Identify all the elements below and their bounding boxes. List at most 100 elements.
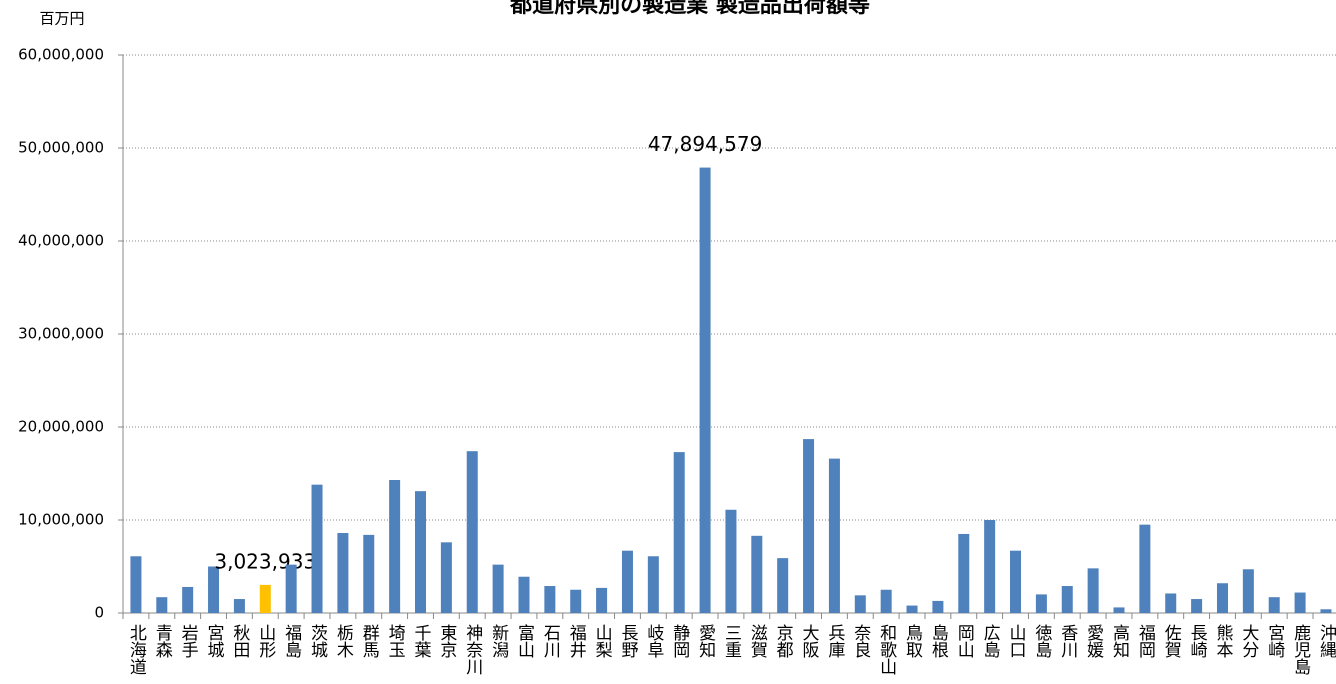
bar	[1165, 593, 1177, 613]
bar	[1268, 597, 1280, 613]
bar	[1191, 599, 1203, 613]
bar	[906, 605, 918, 613]
x-tick-label: 神奈川	[462, 624, 483, 675]
bar	[182, 586, 194, 613]
x-tick-label: 石川	[540, 624, 561, 658]
y-tick-label: 0	[94, 604, 104, 622]
y-axis-unit: 百万円	[39, 10, 84, 28]
x-tick-label: 香川	[1057, 624, 1078, 658]
value-label: 47,894,579	[648, 132, 763, 156]
x-tick-label: 福島	[281, 624, 302, 659]
y-tick-label: 20,000,000	[18, 418, 104, 436]
x-tick-label: 山形	[255, 624, 276, 658]
bar	[777, 558, 789, 613]
bar	[1087, 568, 1099, 613]
bar	[1061, 586, 1073, 613]
x-tick-label: 佐賀	[1161, 624, 1182, 658]
bar	[285, 564, 297, 613]
bar	[544, 586, 556, 613]
bar	[751, 535, 763, 613]
x-tick-label: 奈良	[850, 624, 871, 658]
bar	[311, 484, 323, 613]
x-tick-label: 福岡	[1135, 624, 1156, 659]
bar	[1010, 550, 1022, 613]
x-tick-label: 三重	[721, 624, 742, 658]
y-tick-label: 10,000,000	[18, 511, 104, 529]
bar	[1242, 569, 1254, 613]
x-tick-label: 兵庫	[824, 624, 845, 658]
x-tick-label: 茨城	[307, 624, 328, 658]
bar	[803, 439, 815, 613]
x-tick-label: 大分	[1238, 624, 1259, 658]
bar	[1320, 609, 1332, 613]
x-tick-label: 長野	[617, 624, 638, 658]
x-tick-label: 青森	[152, 624, 173, 658]
x-tick-label: 和歌山	[876, 624, 897, 675]
bar	[699, 167, 711, 613]
x-tick-label: 岡山	[954, 624, 974, 658]
bar	[1035, 594, 1047, 613]
bar	[725, 509, 737, 613]
x-tick-label: 栃木	[333, 624, 354, 658]
bar	[337, 533, 349, 613]
bar	[518, 576, 530, 613]
x-tick-label: 秋田	[229, 624, 250, 658]
bar	[130, 556, 142, 613]
bar	[1216, 583, 1228, 613]
x-tick-label: 山梨	[592, 624, 613, 658]
bar	[233, 599, 245, 613]
x-tick-label: 愛媛	[1083, 624, 1104, 658]
x-tick-label: 千葉	[411, 624, 432, 658]
x-tick-label: 新潟	[488, 624, 509, 659]
bar	[958, 533, 970, 613]
x-tick-label: 宮崎	[1264, 624, 1284, 658]
x-tick-label: 埼玉	[385, 624, 406, 658]
bar	[932, 600, 944, 613]
bar	[415, 491, 427, 613]
bar	[596, 587, 608, 613]
bar	[984, 520, 996, 613]
bar	[466, 451, 478, 613]
bar	[363, 534, 375, 613]
x-tick-label: 福井	[566, 624, 587, 658]
bar	[259, 584, 271, 613]
x-tick-label: 岩手	[178, 624, 199, 659]
x-tick-label: 徳島	[1031, 624, 1052, 659]
x-tick-label: 広島	[980, 624, 1001, 659]
bar	[389, 480, 401, 613]
x-tick-label: 高知	[1109, 624, 1130, 658]
y-tick-label: 30,000,000	[18, 325, 104, 343]
y-tick-label: 60,000,000	[18, 46, 104, 64]
bar	[1113, 607, 1125, 613]
value-label: 3,023,933	[214, 549, 316, 573]
x-tick-label: 沖縄	[1316, 624, 1336, 658]
bar	[880, 589, 892, 613]
bar	[1294, 592, 1306, 613]
y-tick-label: 50,000,000	[18, 139, 104, 157]
bar	[1139, 524, 1151, 613]
x-tick-label: 岐阜	[643, 624, 664, 658]
x-tick-label: 滋賀	[747, 624, 768, 658]
x-tick-label: 長崎	[1187, 624, 1208, 658]
chart-title: 都道府県別の製造業 製造品出荷額等	[509, 0, 870, 18]
x-tick-label: 群馬	[359, 624, 380, 659]
bar	[208, 566, 220, 613]
bar	[673, 452, 685, 613]
x-tick-label: 北海道	[126, 624, 147, 675]
bar	[156, 597, 168, 613]
x-tick-label: 熊本	[1212, 624, 1233, 658]
x-tick-label: 島根	[928, 624, 949, 658]
bar	[621, 550, 633, 613]
bar	[492, 564, 504, 613]
bar	[440, 542, 452, 613]
x-tick-label: 大阪	[799, 624, 820, 658]
x-tick-label: 愛知	[695, 624, 716, 658]
bar	[647, 556, 659, 613]
x-tick-label: 鹿児島	[1290, 624, 1311, 676]
bar	[854, 595, 866, 613]
x-tick-label: 京都	[773, 624, 794, 658]
bar	[570, 589, 582, 613]
x-tick-label: 鳥取	[902, 624, 923, 658]
x-tick-label: 山口	[1006, 624, 1026, 658]
